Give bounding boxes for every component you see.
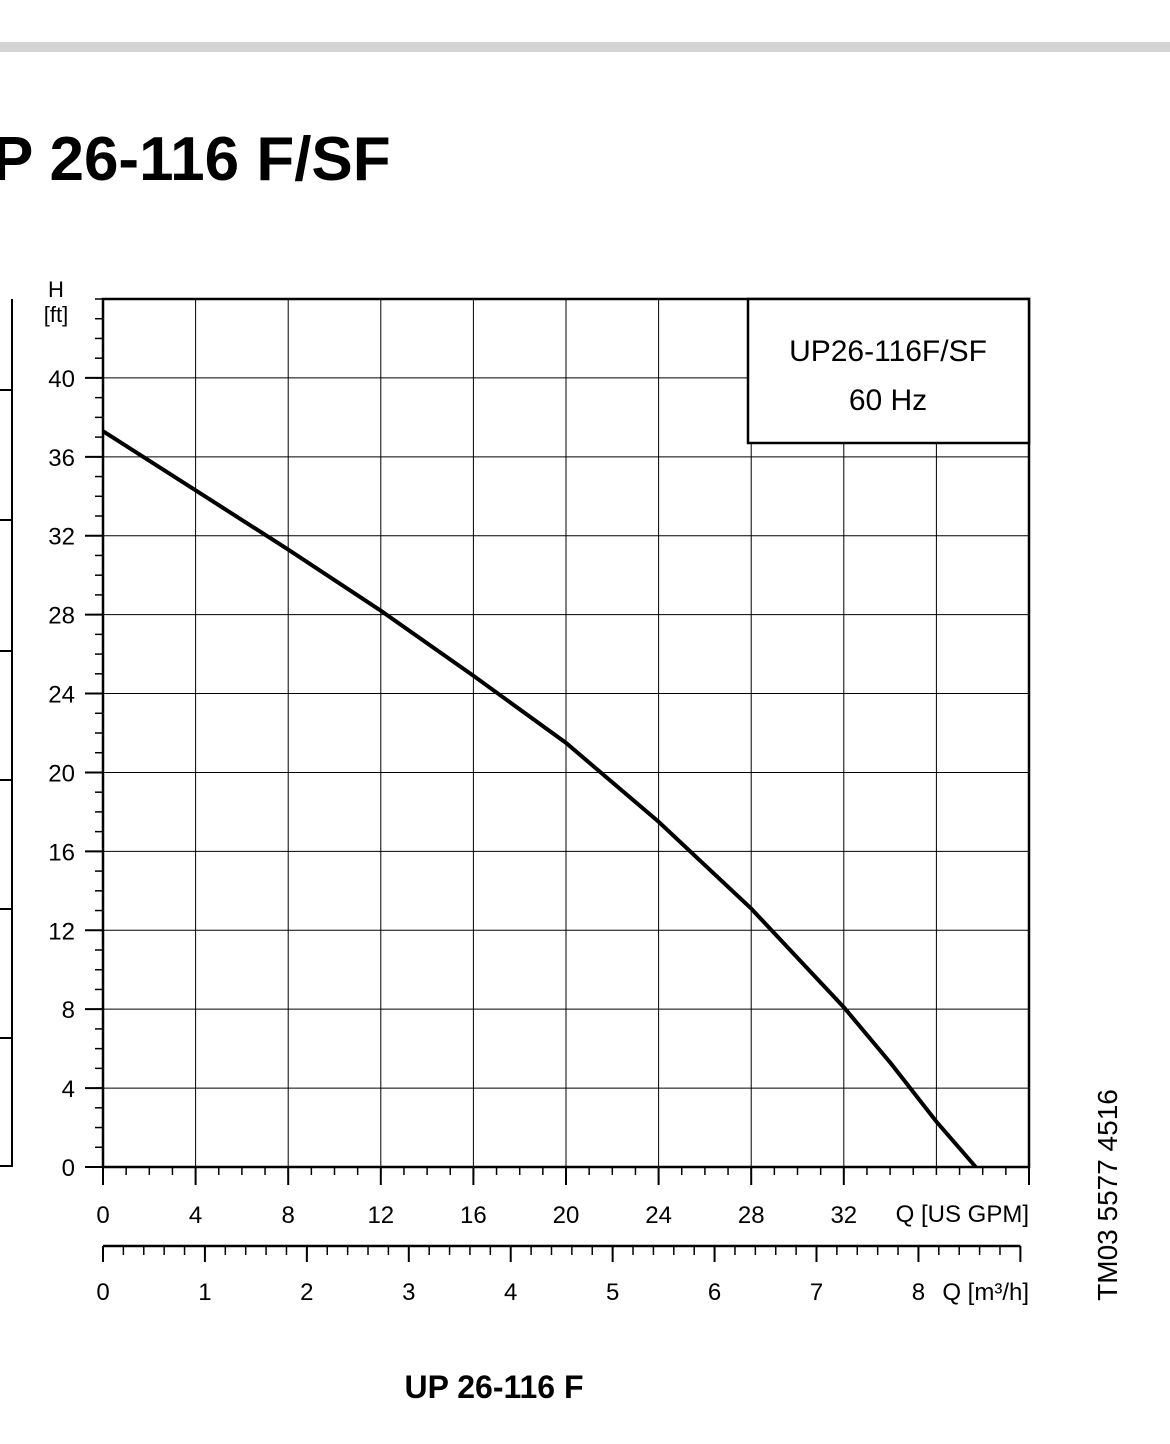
page-title: P 26-116 F/SF: [0, 125, 391, 194]
y-tick-label: 40: [48, 366, 75, 393]
y-axis-label: H: [48, 277, 64, 302]
x2-tick-label: 2: [300, 1279, 313, 1306]
x-tick-label: 8: [282, 1202, 295, 1229]
partial-left-axis: [0, 299, 13, 1167]
x2-tick-label: 1: [198, 1279, 211, 1306]
x-tick-label: 20: [553, 1202, 580, 1229]
x2-tick-label: 5: [606, 1279, 619, 1306]
x-tick-label: 12: [367, 1202, 394, 1229]
x-tick-label: 24: [645, 1202, 672, 1229]
y-tick-label: 36: [48, 445, 75, 472]
y-tick-label: 4: [62, 1076, 75, 1103]
x2-tick-label: 8: [912, 1279, 925, 1306]
x2-tick-label: 6: [708, 1279, 721, 1306]
x-axis-label: Q [US GPM]: [896, 1201, 1029, 1228]
figure-id: TM03 5577 4516: [1092, 1089, 1123, 1301]
y-tick-label: 0: [62, 1155, 75, 1182]
legend-box: [746, 297, 1031, 445]
x-tick-label: 32: [830, 1202, 857, 1229]
y-tick-label: 32: [48, 524, 75, 551]
x-tick-label: 28: [738, 1202, 765, 1229]
y-tick-label: 12: [48, 918, 75, 945]
x2-tick-label: 0: [96, 1279, 109, 1306]
x-tick-label: 16: [460, 1202, 487, 1229]
x-tick-label: 0: [96, 1202, 109, 1229]
y-tick-label: 16: [48, 839, 75, 866]
y-tick-label: 24: [48, 682, 75, 709]
y-axis-unit: [ft]: [44, 302, 68, 327]
x2-axis-label: Q [m³/h]: [942, 1279, 1029, 1306]
legend-annotation: 60 Hz: [849, 384, 927, 417]
top-bar: [0, 42, 1170, 52]
legend-name: UP26-116F/SF: [789, 335, 987, 368]
x-tick-label: 4: [189, 1202, 202, 1229]
y-tick-label: 8: [62, 997, 75, 1024]
y-tick-label: 20: [48, 760, 75, 787]
pump-curve: [101, 429, 978, 1169]
x2-tick-label: 4: [504, 1279, 517, 1306]
x2-tick-label: 7: [810, 1279, 823, 1306]
caption: UP 26-116 F: [404, 1369, 583, 1405]
y-tick-label: 28: [48, 603, 75, 630]
x2-tick-label: 3: [402, 1279, 415, 1306]
